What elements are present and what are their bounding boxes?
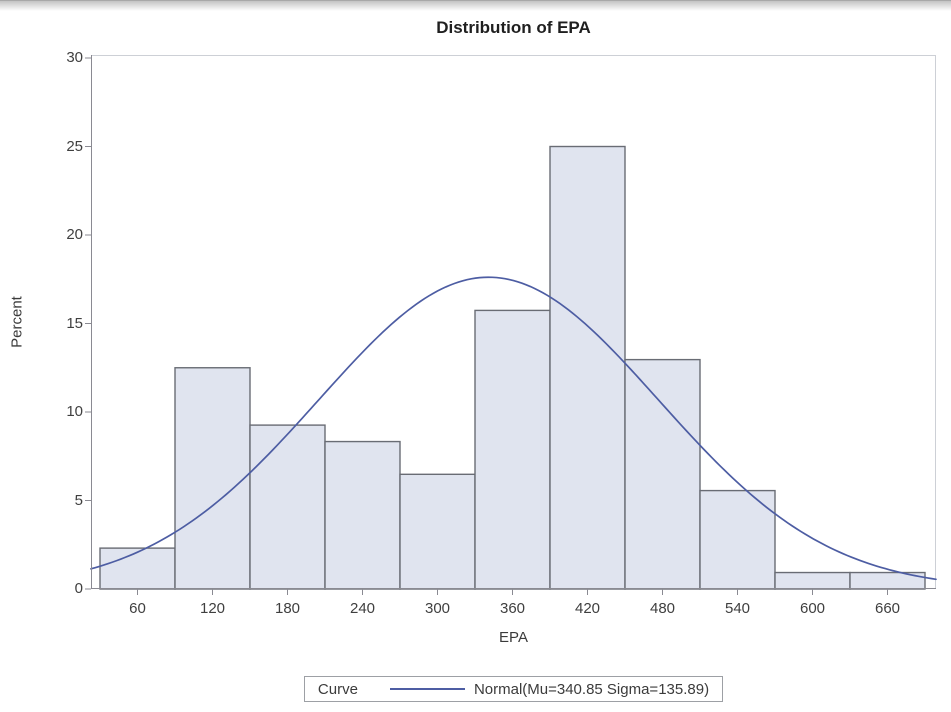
x-tick-label: 300 <box>424 600 451 617</box>
y-axis-title: Percent <box>8 296 26 348</box>
legend-box: Curve Normal(Mu=340.85 Sigma=135.89) <box>303 676 724 702</box>
normal-curve <box>90 276 937 581</box>
histogram-bar <box>99 547 176 590</box>
histogram-canvas <box>85 55 937 595</box>
x-tick-label: 600 <box>799 600 826 617</box>
x-tick-label: 180 <box>274 600 301 617</box>
y-tick-label: 20 <box>66 226 83 243</box>
y-tick-label: 25 <box>66 137 83 155</box>
plot-area <box>85 55 937 595</box>
window-top-edge <box>0 0 951 11</box>
histogram-bar <box>624 358 701 590</box>
x-axis-title: EPA <box>499 629 528 646</box>
legend-title: Curve <box>317 680 358 698</box>
x-tick-label: 120 <box>199 600 226 617</box>
x-tick-label: 420 <box>574 600 601 617</box>
histogram-bar <box>249 424 326 590</box>
histogram-bar <box>399 473 476 590</box>
histogram-bar <box>774 571 851 590</box>
histogram-bar <box>549 145 626 590</box>
x-tick-label: 660 <box>874 600 901 617</box>
y-tick-label: 15 <box>66 314 83 332</box>
y-tick-label: 10 <box>66 403 83 420</box>
x-tick-label: 60 <box>129 600 146 617</box>
x-tick-label: 540 <box>724 600 751 617</box>
histogram-bar <box>324 440 401 590</box>
histogram-bar <box>474 309 551 590</box>
x-tick-label: 480 <box>649 600 676 617</box>
y-tick-label: 0 <box>74 580 83 597</box>
y-tick-label: 5 <box>74 491 83 509</box>
legend-line-swatch <box>389 688 465 690</box>
histogram-bar <box>174 367 251 590</box>
legend: Curve Normal(Mu=340.85 Sigma=135.89) <box>91 676 936 702</box>
y-tick-label: 30 <box>66 49 83 66</box>
chart-title: Distribution of EPA <box>436 18 591 37</box>
x-tick-label: 240 <box>349 600 376 617</box>
x-tick-label: 360 <box>499 600 526 617</box>
legend-entry: Normal(Mu=340.85 Sigma=135.89) <box>473 680 710 698</box>
